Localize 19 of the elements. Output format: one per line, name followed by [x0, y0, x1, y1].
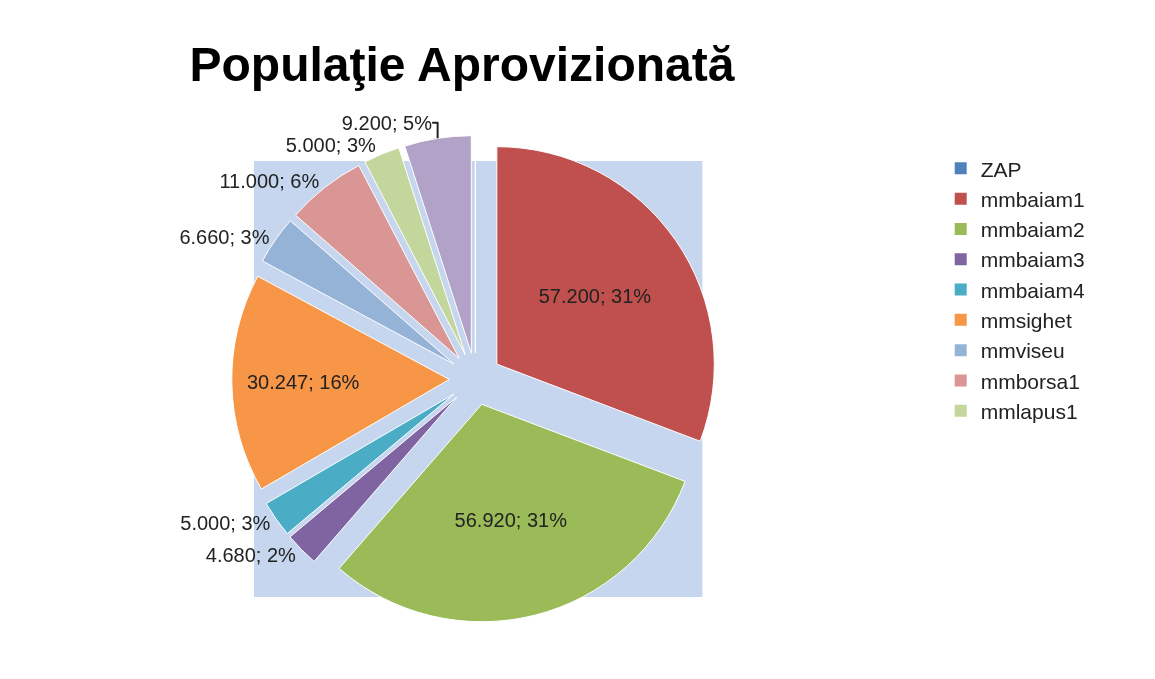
legend-label: mmlapus1 — [980, 399, 1078, 423]
data-label: 11.000; 6% — [219, 169, 320, 192]
data-label: 57.200; 31% — [538, 285, 652, 308]
legend-label: ZAP — [980, 157, 1022, 181]
data-label: 5.000; 3% — [180, 511, 271, 534]
legend-label: mmbaiam4 — [980, 278, 1085, 302]
data-label: 4.680; 2% — [205, 544, 297, 567]
legend-label: mmbaiam2 — [980, 218, 1085, 242]
legend-label: mmsighet — [980, 309, 1072, 333]
data-label: 56.920; 31% — [454, 509, 568, 532]
data-label: 5.000; 3% — [285, 133, 377, 156]
legend-label: mmbaiam1 — [980, 187, 1085, 211]
data-label: 9.200; 5% — [341, 111, 433, 134]
legend-label: mmbaiam3 — [980, 248, 1085, 272]
legend-label: mmborsa1 — [980, 369, 1080, 393]
data-label: 6.660; 3% — [179, 225, 270, 248]
data-label: 30.247; 16% — [246, 370, 360, 393]
chart-title: Populaţie Aprovizionată — [189, 38, 735, 92]
legend-label: mmviseu — [980, 339, 1065, 363]
